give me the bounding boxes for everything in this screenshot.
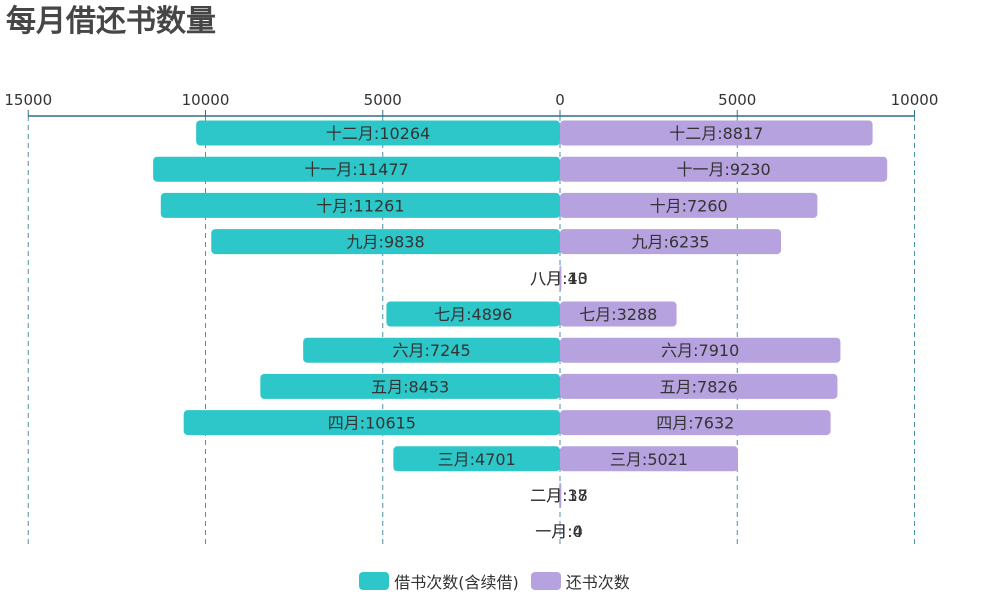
bar-return xyxy=(560,337,841,363)
data-label-return: 三月:5021 xyxy=(610,450,688,469)
bar-borrow xyxy=(196,120,560,146)
data-label-borrow: 五月:8453 xyxy=(371,377,449,396)
labels-layer: 十二月:10264 十二月:8817 十一月:11477 十一月:9230 十月:112… xyxy=(304,124,770,541)
legend: 借书次数(含续借) 还书次数 xyxy=(0,568,989,594)
data-label-borrow: 六月:7245 xyxy=(393,341,471,360)
data-label-borrow: 三月:4701 xyxy=(438,450,516,469)
data-label-return: 七月:3288 xyxy=(579,305,657,324)
chart-title: 每月借还书数量 xyxy=(6,4,216,39)
bar-return xyxy=(560,156,888,182)
bar-return xyxy=(560,482,562,508)
data-label-borrow: 八月:13 xyxy=(530,269,588,288)
bar-borrow xyxy=(386,301,560,327)
data-label-borrow: 十一月:11477 xyxy=(304,160,408,179)
axis-tick-label: 10000 xyxy=(182,91,230,109)
bar-return xyxy=(560,373,838,399)
bar-return xyxy=(560,229,782,255)
x-axis: 15000 10000 5000 0 5000 10000 xyxy=(4,91,939,117)
bar-return xyxy=(560,192,818,218)
bar-return xyxy=(560,120,873,146)
axis-tick-label: 10000 xyxy=(891,91,939,109)
axis-tick-label: 5000 xyxy=(718,91,756,109)
bar-borrow xyxy=(303,337,560,363)
bar-return xyxy=(560,265,562,291)
grid-layer xyxy=(27,116,915,548)
bars-layer xyxy=(153,120,888,544)
bar-return xyxy=(560,410,831,436)
data-label-return: 四月:7632 xyxy=(656,414,734,433)
legend-label-borrow: 借书次数(含续借) xyxy=(394,573,519,592)
data-label-borrow: 二月:18 xyxy=(530,486,588,505)
bar-return xyxy=(560,446,738,472)
data-label-return: 十二月:8817 xyxy=(669,124,763,143)
bar-borrow xyxy=(393,446,560,472)
data-label-borrow: 十月:11261 xyxy=(316,196,404,215)
bar-borrow xyxy=(211,229,560,255)
data-label-return: 十月:7260 xyxy=(650,196,728,215)
data-label-borrow: 一月:0 xyxy=(535,522,583,541)
bar-borrow xyxy=(559,482,560,508)
data-label-return: 六月:7910 xyxy=(661,341,739,360)
data-label-return: 九月:6235 xyxy=(631,233,709,252)
bar-borrow xyxy=(260,373,560,399)
data-label-borrow: 十二月:10264 xyxy=(326,124,430,143)
bar-return xyxy=(560,301,677,327)
data-label-return: 五月:7826 xyxy=(660,377,738,396)
axis-tick-label: 0 xyxy=(555,91,565,109)
data-label-return: 二月:37 xyxy=(530,486,588,505)
data-label-return: 一月:4 xyxy=(535,522,583,541)
axis-tick-label: 15000 xyxy=(4,91,52,109)
data-label-borrow: 七月:4896 xyxy=(434,305,512,324)
data-label-borrow: 九月:9838 xyxy=(347,233,425,252)
legend-label-return: 还书次数 xyxy=(565,573,630,592)
bar-borrow xyxy=(160,192,560,218)
legend-item-borrow[interactable]: 借书次数(含续借) xyxy=(359,569,519,593)
data-label-return: 八月:40 xyxy=(530,269,588,288)
axis-tick-label: 5000 xyxy=(364,91,402,109)
bar-borrow xyxy=(153,156,560,182)
legend-item-return[interactable]: 还书次数 xyxy=(530,569,630,593)
data-label-return: 十一月:9230 xyxy=(677,160,771,179)
legend-swatch-return xyxy=(530,572,561,590)
legend-swatch-borrow xyxy=(359,572,390,590)
data-label-borrow: 四月:10615 xyxy=(328,414,416,433)
bar-borrow xyxy=(183,410,561,436)
